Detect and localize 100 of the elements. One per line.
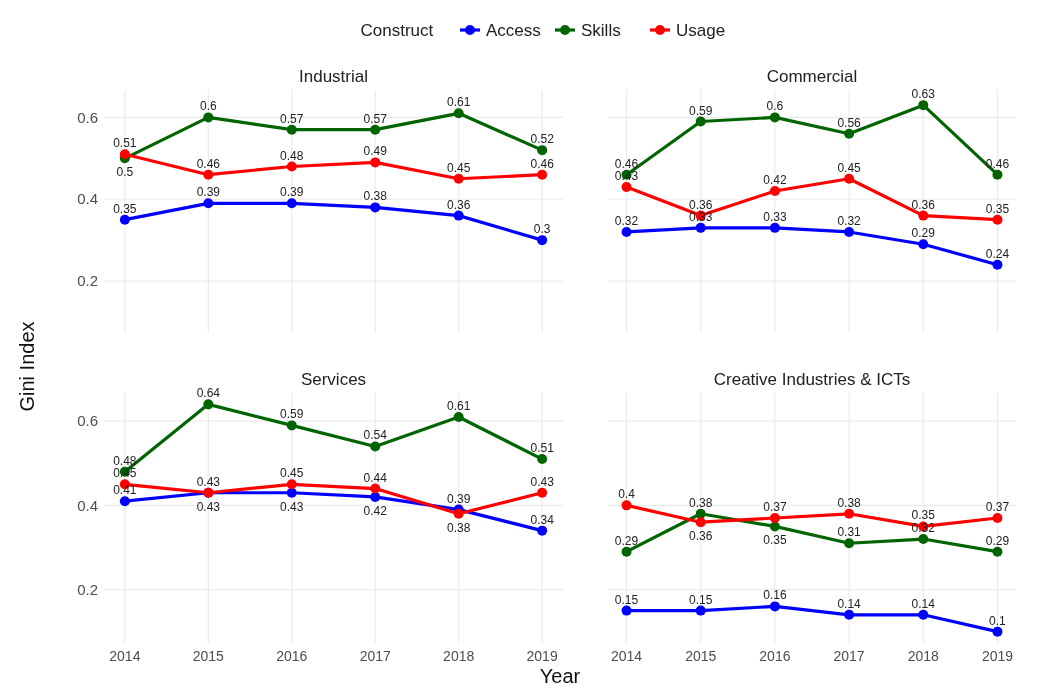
data-label: 0.49 xyxy=(363,144,388,159)
point xyxy=(453,173,464,184)
x-tick-label: 2019 xyxy=(981,648,1014,664)
point xyxy=(695,222,706,233)
y-tick-label: 0.6 xyxy=(77,108,98,126)
data-label: 0.35 xyxy=(113,201,137,216)
data-label: 0.38 xyxy=(363,189,388,204)
data-label: 0.34 xyxy=(530,512,555,527)
data-label: 0.38 xyxy=(837,495,862,510)
point xyxy=(769,112,780,123)
data-label: 0.39 xyxy=(196,185,221,200)
data-label: 0.3 xyxy=(533,222,551,237)
data-label: 0.37 xyxy=(985,500,1010,514)
data-label: 0.4 xyxy=(618,487,636,502)
point xyxy=(844,538,855,549)
point xyxy=(286,487,297,498)
data-label: 0.29 xyxy=(985,533,1010,548)
point xyxy=(370,441,381,452)
data-label: 0.61 xyxy=(447,398,471,413)
data-label: 0.42 xyxy=(763,173,787,188)
data-label: 0.41 xyxy=(113,483,137,498)
point xyxy=(537,145,548,156)
point xyxy=(453,108,464,119)
chart-title: Creative Industries & ICTs xyxy=(713,370,911,389)
data-label: 0.31 xyxy=(837,525,862,540)
data-label: 0.37 xyxy=(763,500,787,514)
data-label: 0.35 xyxy=(763,533,787,548)
x-tick-label: 2014 xyxy=(610,648,643,664)
point xyxy=(695,508,706,519)
data-label: 0.5 xyxy=(116,165,134,180)
data-label: 0.36 xyxy=(447,197,471,212)
point xyxy=(918,534,929,545)
x-tick-label: 2015 xyxy=(192,648,225,664)
x-tick-label: 2016 xyxy=(276,648,308,664)
data-label: 0.48 xyxy=(113,453,137,468)
data-label: 0.29 xyxy=(614,533,639,548)
point xyxy=(992,546,1003,557)
point xyxy=(769,601,780,612)
data-label: 0.32 xyxy=(614,213,639,228)
data-label: 0.35 xyxy=(911,508,936,523)
data-label: 0.43 xyxy=(196,474,221,489)
data-label: 0.15 xyxy=(614,592,639,607)
point xyxy=(370,483,381,494)
legend-title: Construct xyxy=(360,20,434,40)
point xyxy=(695,116,706,127)
legend-label: Access xyxy=(486,20,541,40)
x-tick-label: 2016 xyxy=(759,648,791,664)
data-label: 0.51 xyxy=(113,136,137,151)
data-label: 0.46 xyxy=(985,156,1010,171)
point xyxy=(370,202,381,213)
point xyxy=(286,420,297,431)
y-tick-label: 0.4 xyxy=(77,496,98,514)
x-tick-label: 2018 xyxy=(443,648,475,664)
data-label: 0.29 xyxy=(911,226,936,241)
data-label: 0.46 xyxy=(196,156,221,171)
y-axis-title: Gini Index xyxy=(16,321,38,412)
data-label: 0.35 xyxy=(985,201,1010,216)
data-label: 0.36 xyxy=(689,529,713,544)
point xyxy=(621,181,632,192)
point xyxy=(537,169,548,180)
point xyxy=(769,222,780,233)
point xyxy=(844,173,855,184)
point xyxy=(119,149,130,160)
point xyxy=(844,128,855,139)
data-label: 0.1 xyxy=(989,613,1007,628)
point xyxy=(844,226,855,237)
point xyxy=(203,169,214,180)
y-tick-label: 0.6 xyxy=(77,412,98,430)
x-tick-label: 2014 xyxy=(109,648,141,664)
data-label: 0.14 xyxy=(837,596,862,611)
data-label: 0.54 xyxy=(363,428,388,443)
point xyxy=(992,259,1003,270)
point xyxy=(286,198,297,209)
data-label: 0.32 xyxy=(837,213,862,228)
data-label: 0.52 xyxy=(530,132,555,147)
point xyxy=(621,226,632,237)
point xyxy=(992,513,1003,523)
data-label: 0.46 xyxy=(530,156,555,171)
point xyxy=(992,214,1003,225)
data-label: 0.36 xyxy=(911,197,936,212)
point xyxy=(370,124,381,135)
legend-label: Skills xyxy=(581,20,621,40)
legend-label: Usage xyxy=(676,20,726,40)
y-tick-label: 0.4 xyxy=(77,190,98,208)
point xyxy=(918,210,929,221)
x-axis-title: Year xyxy=(539,665,581,687)
point xyxy=(453,508,464,519)
point xyxy=(769,513,780,523)
data-label: 0.38 xyxy=(689,495,713,510)
chart-title: Commercial xyxy=(766,67,858,86)
point xyxy=(537,235,548,246)
data-label: 0.24 xyxy=(985,246,1010,261)
data-label: 0.6 xyxy=(766,99,784,114)
data-label: 0.51 xyxy=(530,441,555,456)
point xyxy=(453,411,464,422)
data-label: 0.43 xyxy=(530,474,555,489)
data-label: 0.61 xyxy=(447,95,471,110)
point xyxy=(695,517,706,528)
point xyxy=(203,198,214,209)
point xyxy=(992,169,1003,180)
